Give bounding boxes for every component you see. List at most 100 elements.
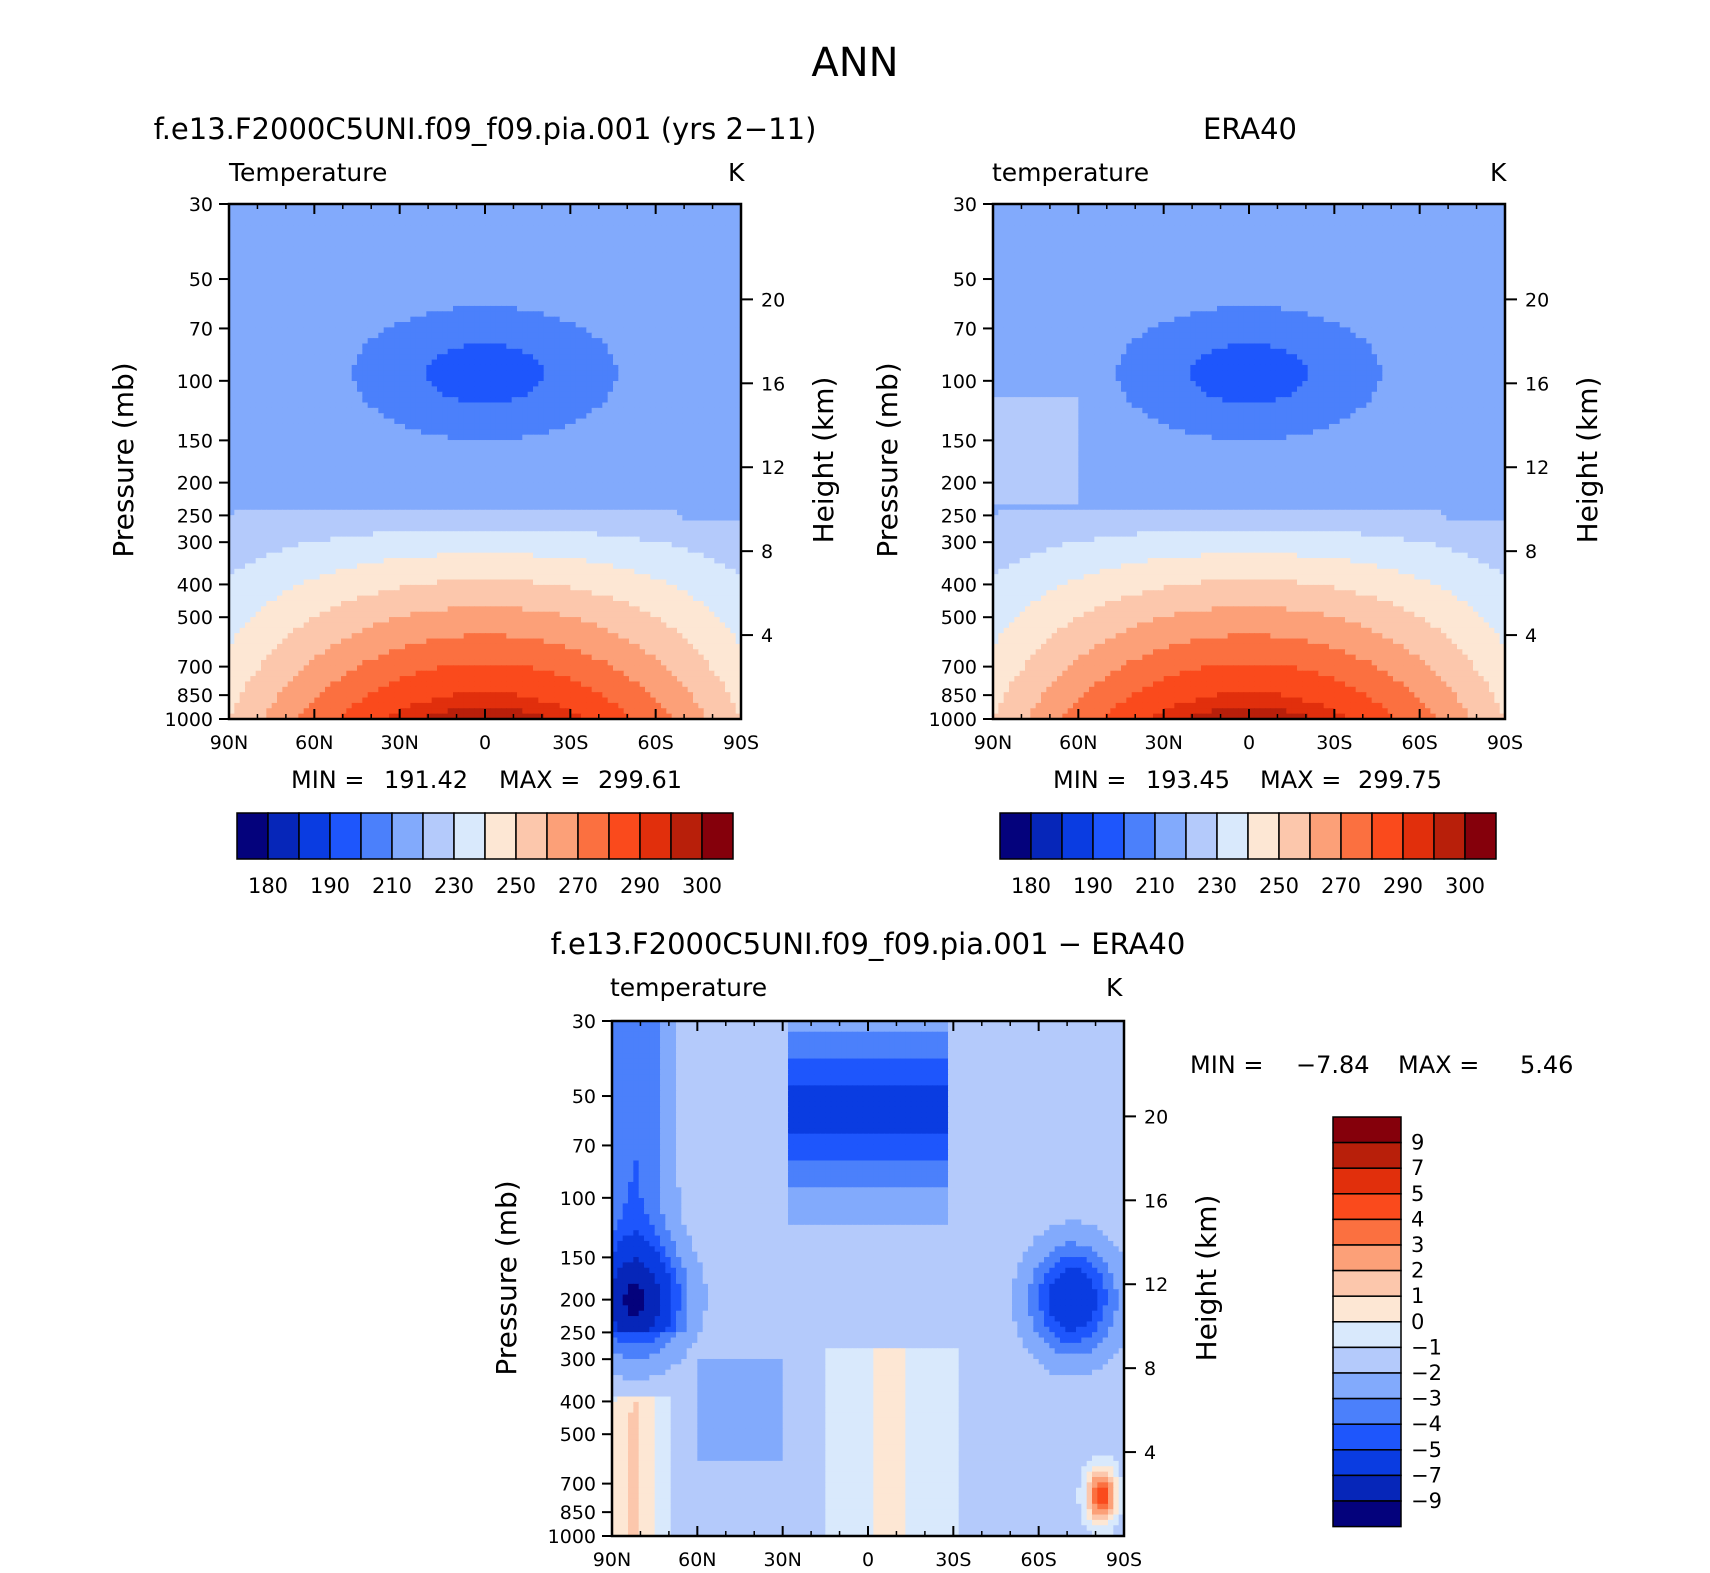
contour-cell [682, 230, 689, 237]
contour-cell [309, 466, 315, 473]
contour-cell [458, 407, 465, 414]
contour-cell [703, 354, 710, 361]
contour-cell [351, 413, 358, 420]
contour-cell [517, 348, 523, 355]
contour-cell [639, 322, 646, 328]
contour-cell [730, 477, 737, 484]
contour-cell [261, 343, 267, 350]
contour-cell [629, 343, 635, 350]
contour-cell [698, 407, 705, 414]
contour-cell [554, 407, 561, 414]
contour-cell [282, 246, 289, 253]
contour-cell [474, 289, 481, 296]
contour-cell [511, 257, 518, 264]
contour-cell [319, 375, 326, 382]
contour-cell [714, 407, 721, 414]
contour-cell [245, 263, 251, 269]
contour-cell [314, 225, 321, 232]
contour-cell [479, 311, 486, 318]
contour-cell [250, 397, 257, 404]
contour-cell [245, 418, 251, 425]
contour-cell [629, 423, 635, 430]
contour-cell [325, 477, 331, 484]
contour-cell [687, 370, 694, 377]
contour-cell [378, 413, 385, 420]
contour-cell [287, 472, 294, 479]
contour-cell [341, 359, 347, 366]
contour-cell [527, 434, 534, 441]
contour-cell [442, 364, 449, 371]
contour-cell [709, 429, 715, 436]
contour-cell [378, 402, 385, 409]
contour-cell [586, 354, 593, 361]
contour-cell [303, 472, 310, 479]
contour-cell [559, 413, 566, 420]
contour-cell [405, 343, 411, 350]
contour-cell [655, 311, 662, 318]
contour-cell [346, 423, 353, 430]
contour-cell [501, 204, 507, 210]
contour-cell [282, 413, 289, 420]
contour-cell [367, 214, 374, 221]
contour-cell [485, 364, 491, 371]
contour-cell [730, 386, 737, 393]
contour-cell [575, 236, 582, 243]
contour-cell [703, 214, 710, 221]
contour-cell [501, 311, 507, 318]
contour-cell [410, 407, 417, 414]
contour-cell [298, 397, 305, 404]
contour-cell [586, 418, 593, 425]
contour-cell [607, 472, 614, 479]
contour-cell [613, 461, 619, 468]
contour-cell [719, 429, 726, 436]
contour-cell [730, 236, 737, 243]
contour-cell [383, 440, 390, 446]
contour-cell [373, 209, 379, 216]
contour-cell [287, 348, 294, 355]
contour-cell [613, 338, 619, 345]
contour-cell [415, 252, 422, 259]
contour-cell [255, 236, 262, 243]
contour-cell [405, 230, 411, 237]
contour-cell [469, 236, 475, 243]
contour-cell [533, 322, 539, 328]
contour-cell [623, 343, 630, 350]
contour-cell [634, 279, 641, 286]
contour-cell [709, 456, 715, 463]
contour-cell [602, 220, 609, 227]
contour-cell [661, 230, 667, 237]
contour-cell [293, 246, 299, 253]
contour-cell [309, 209, 315, 216]
contour-cell [362, 230, 369, 237]
panel-model: f.e13.F2000C5UNI.f09_f09.pia.001 (yrs 2−… [107, 112, 840, 898]
contour-cell [661, 279, 667, 286]
contour-cell [389, 466, 395, 473]
contour-cell [325, 354, 331, 361]
contour-cell [431, 370, 438, 377]
contour-cell [634, 311, 641, 318]
contour-cell [607, 450, 614, 457]
contour-cell [538, 295, 545, 302]
contour-cell [666, 338, 673, 345]
contour-cell [693, 257, 699, 264]
contour-cell [581, 332, 587, 339]
contour-cell [570, 348, 577, 355]
contour-cell [725, 305, 731, 312]
contour-cell [298, 257, 305, 264]
contour-cell [469, 348, 475, 355]
contour-cell [661, 332, 667, 339]
contour-cell [277, 364, 283, 371]
contour-cell [735, 263, 742, 269]
contour-cell [543, 230, 550, 237]
contour-cell [586, 300, 593, 307]
contour-cell [495, 397, 502, 404]
contour-cell [287, 295, 294, 302]
contour-cell [245, 348, 251, 355]
contour-cell [639, 284, 646, 291]
contour-cell [703, 450, 710, 457]
contour-cell [314, 289, 321, 296]
contour-cell [373, 236, 379, 243]
contour-cell [229, 263, 235, 269]
contour-cell [319, 214, 326, 221]
contour-cell [517, 316, 523, 323]
